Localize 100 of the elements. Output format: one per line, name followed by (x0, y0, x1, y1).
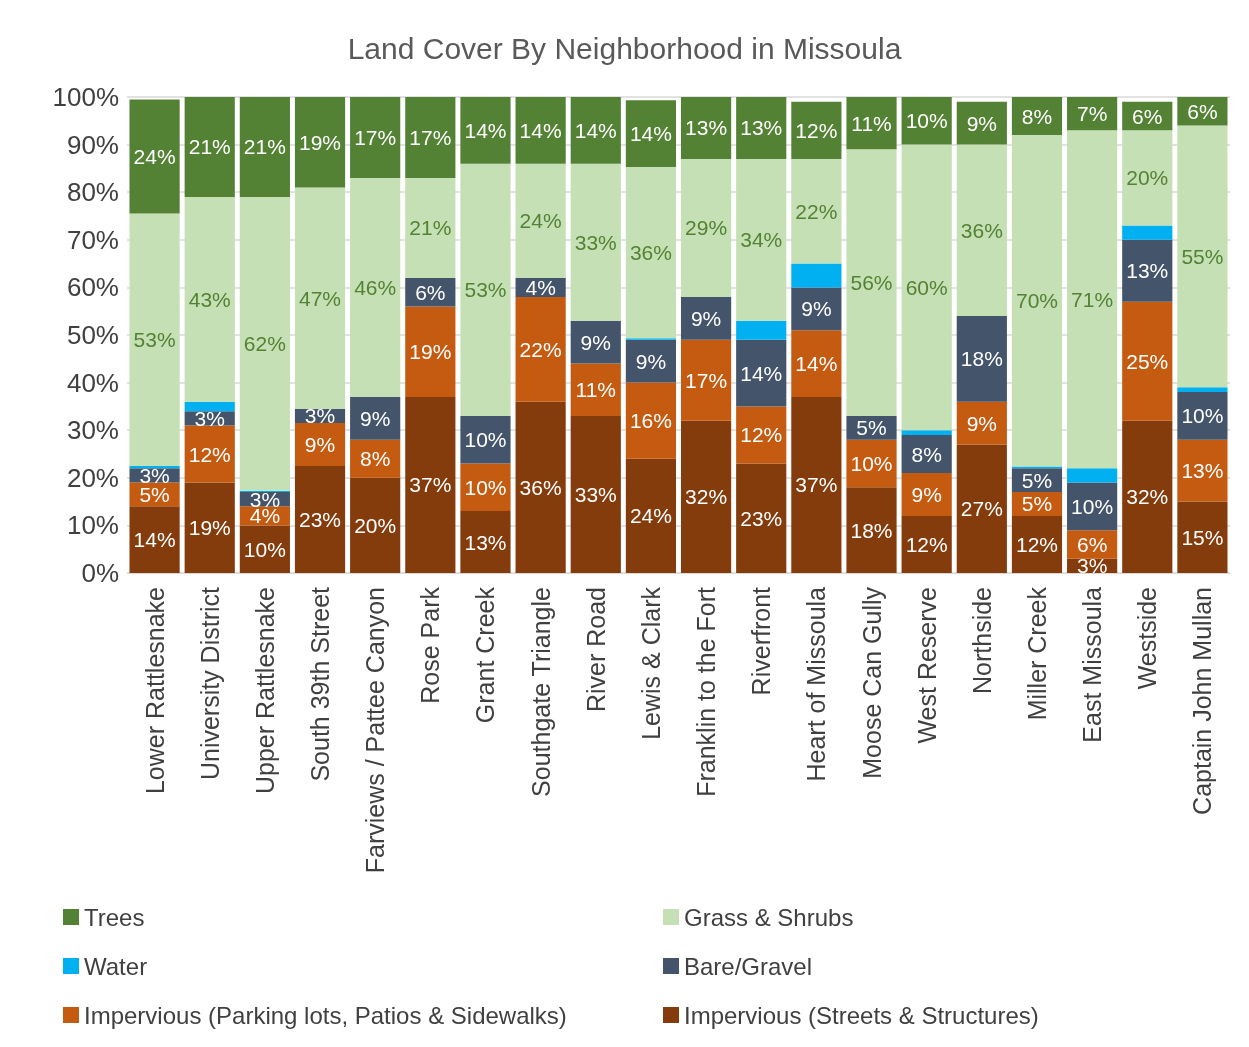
legend-label: Grass & Shrubs (684, 903, 854, 931)
y-tick-label: 90% (66, 129, 119, 160)
bar (1067, 130, 1118, 469)
bar (846, 487, 897, 573)
bar (1177, 439, 1228, 502)
data-label: 9% (360, 406, 391, 430)
bar (129, 99, 180, 214)
data-label: 9% (690, 306, 722, 330)
data-label: 13% (464, 530, 507, 554)
bar (791, 396, 842, 573)
bar (460, 415, 511, 464)
x-tick-label: Northside (967, 587, 996, 694)
legend-label: Impervious (Parking lots, Patios & Sidewalks) (84, 1001, 567, 1029)
data-label: 13% (1126, 259, 1169, 283)
data-label: 12% (795, 118, 838, 142)
bar (405, 97, 456, 178)
y-tick-label: 30% (66, 415, 119, 446)
data-label: 9% (966, 111, 997, 135)
bar (736, 97, 787, 159)
x-tick-label: Heart of Missoula (802, 586, 831, 782)
bar (1177, 387, 1228, 393)
data-label: 14% (795, 352, 838, 376)
data-label: 13% (1181, 459, 1224, 483)
bar (570, 97, 621, 164)
bar (736, 406, 787, 464)
data-label: 12% (188, 442, 231, 466)
bar (350, 477, 401, 573)
data-label: 10% (905, 109, 948, 133)
x-tick-label: University District (195, 586, 224, 781)
bar (736, 158, 787, 321)
data-label: 33% (574, 482, 617, 506)
data-label: 13% (685, 116, 728, 140)
data-label: 24% (629, 504, 672, 528)
data-label: 11% (851, 111, 892, 135)
data-label: 9% (580, 330, 611, 354)
x-tick-label: Westside (1133, 587, 1162, 690)
y-tick-label: 60% (66, 272, 119, 303)
data-label: 53% (464, 278, 507, 302)
x-tick-label: West Reserve (912, 587, 941, 744)
data-label: 37% (795, 473, 838, 497)
bar (680, 158, 732, 297)
data-label: 23% (740, 506, 783, 530)
data-label: 60% (905, 275, 948, 299)
data-label: 14% (574, 118, 617, 142)
bar (625, 166, 677, 339)
x-tick-label: Lower Rattlesnake (140, 587, 169, 795)
y-tick-label: 70% (66, 224, 119, 255)
y-tick-label: 20% (66, 462, 119, 493)
data-label: 3% (1076, 554, 1108, 578)
data-label: 21% (409, 216, 452, 240)
data-label: 33% (574, 230, 617, 254)
x-tick-label: River Road (581, 587, 610, 713)
bar (515, 163, 566, 278)
data-label: 6% (1076, 532, 1108, 556)
data-label: 43% (188, 287, 231, 311)
bar (625, 458, 677, 573)
bar (1067, 468, 1118, 483)
bar (956, 444, 1007, 573)
bar (1177, 125, 1228, 388)
legend-label: Water (84, 952, 148, 980)
bar (294, 465, 346, 573)
x-tick-label: Southgate Triangle (526, 587, 555, 797)
bar (901, 515, 952, 573)
x-tick-label: South 39th Street (306, 586, 335, 782)
bar (680, 97, 732, 159)
data-label: 47% (299, 286, 342, 310)
bar (1011, 135, 1063, 467)
bar (956, 144, 1007, 316)
x-tick-label: Moose Can Gully (857, 586, 886, 779)
legend-label: Impervious (Streets & Structures) (684, 1001, 1039, 1029)
data-label: 19% (409, 340, 452, 364)
data-label: 13% (740, 116, 783, 140)
x-tick-label: Upper Rattlesnake (250, 587, 279, 795)
x-tick-label: Lewis & Clark (636, 586, 665, 740)
x-tick-label: Riverfront (747, 586, 776, 696)
bar (846, 97, 897, 150)
data-label: 8% (911, 442, 942, 466)
data-label: 19% (299, 130, 342, 154)
bar (350, 97, 401, 178)
bar (570, 163, 621, 321)
bar (184, 425, 235, 483)
data-label: 27% (960, 497, 1003, 521)
bar (625, 100, 677, 167)
data-label: 16% (629, 409, 672, 433)
bar (515, 97, 566, 164)
data-label: 37% (409, 473, 452, 497)
data-label: 6% (1132, 104, 1163, 128)
y-tick-label: 100% (52, 82, 119, 112)
x-tick-label: Rose Park (416, 586, 445, 704)
data-label: 10% (1181, 404, 1224, 428)
data-label: 10% (464, 428, 507, 452)
bar (791, 263, 842, 288)
data-label: 14% (464, 118, 507, 142)
bar (791, 330, 842, 397)
data-label: 18% (850, 518, 893, 542)
data-label: 46% (354, 275, 397, 299)
x-tick-label: Grant Creek (471, 586, 500, 724)
bar (625, 382, 677, 459)
data-label: 3% (194, 406, 225, 430)
data-label: 5% (856, 416, 887, 440)
